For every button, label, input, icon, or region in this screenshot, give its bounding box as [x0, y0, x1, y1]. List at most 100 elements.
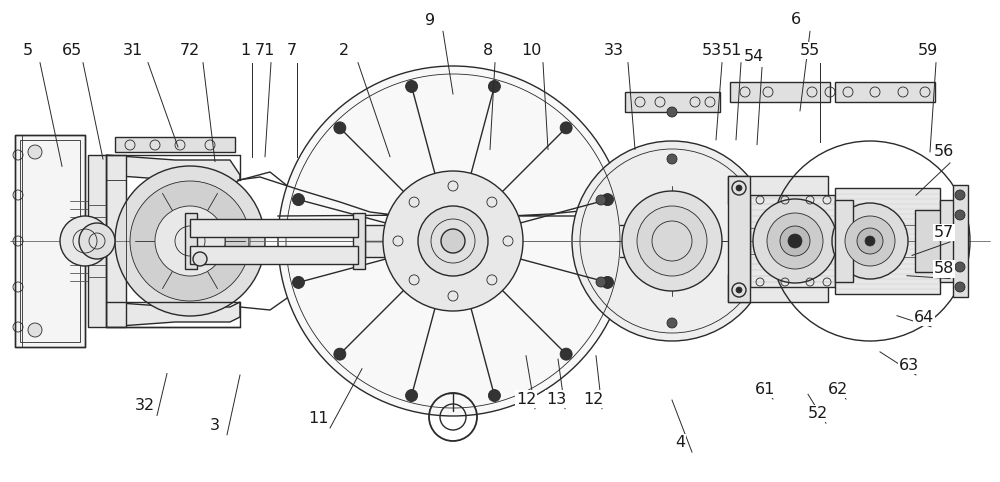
Text: 8: 8 — [483, 43, 493, 58]
Text: 65: 65 — [62, 43, 82, 58]
Bar — [940, 200, 954, 282]
Circle shape — [736, 185, 742, 191]
Bar — [15, 135, 85, 347]
Bar — [88, 155, 106, 327]
Polygon shape — [106, 155, 240, 185]
Bar — [750, 195, 835, 287]
Bar — [115, 137, 235, 152]
Circle shape — [788, 234, 802, 248]
Text: 12: 12 — [516, 391, 536, 407]
Circle shape — [488, 389, 500, 402]
Circle shape — [667, 107, 677, 117]
Circle shape — [334, 348, 346, 360]
Text: 59: 59 — [918, 43, 938, 58]
Circle shape — [596, 195, 606, 205]
Bar — [728, 176, 828, 204]
Text: 10: 10 — [521, 43, 541, 58]
Bar — [835, 200, 853, 282]
Text: 6: 6 — [791, 12, 801, 27]
Circle shape — [488, 80, 500, 93]
Text: 55: 55 — [800, 43, 820, 58]
Circle shape — [28, 323, 42, 337]
Bar — [353, 213, 365, 269]
Circle shape — [596, 277, 606, 287]
Circle shape — [572, 141, 772, 341]
Text: 62: 62 — [828, 382, 848, 397]
Bar — [190, 246, 358, 264]
Bar — [365, 241, 440, 257]
Circle shape — [28, 145, 42, 159]
Circle shape — [955, 282, 965, 292]
Text: 51: 51 — [722, 43, 742, 58]
Circle shape — [637, 206, 707, 276]
Text: 11: 11 — [308, 411, 328, 426]
Bar — [625, 92, 720, 112]
Bar — [185, 213, 197, 269]
Text: 3: 3 — [210, 417, 220, 433]
Text: 31: 31 — [123, 43, 143, 58]
Circle shape — [753, 199, 837, 283]
Text: 71: 71 — [255, 43, 275, 58]
Text: 72: 72 — [180, 43, 200, 58]
Circle shape — [667, 318, 677, 328]
Text: 2: 2 — [339, 43, 349, 58]
Circle shape — [278, 66, 628, 416]
Bar — [20, 140, 80, 342]
Circle shape — [667, 154, 677, 164]
Text: 52: 52 — [808, 406, 828, 421]
Circle shape — [79, 223, 115, 259]
Text: 57: 57 — [934, 225, 954, 240]
Circle shape — [602, 276, 614, 288]
Text: 9: 9 — [425, 13, 435, 28]
Circle shape — [955, 210, 965, 220]
Bar — [365, 225, 440, 241]
Text: 61: 61 — [755, 382, 775, 397]
Text: 13: 13 — [546, 391, 566, 407]
Bar — [106, 155, 126, 327]
Circle shape — [560, 348, 572, 360]
Bar — [915, 210, 945, 272]
Text: 63: 63 — [899, 358, 919, 373]
Text: 5: 5 — [23, 43, 33, 58]
Circle shape — [602, 194, 614, 206]
Circle shape — [292, 276, 304, 288]
Bar — [835, 82, 935, 102]
Circle shape — [115, 166, 265, 316]
Circle shape — [560, 122, 572, 134]
Bar — [190, 219, 358, 237]
Circle shape — [193, 252, 207, 266]
Text: 53: 53 — [702, 43, 722, 58]
Circle shape — [622, 191, 722, 291]
Circle shape — [767, 213, 823, 269]
Text: 64: 64 — [914, 309, 934, 325]
Circle shape — [832, 203, 908, 279]
Text: 32: 32 — [135, 398, 155, 414]
Circle shape — [155, 206, 225, 276]
Circle shape — [383, 171, 523, 311]
Circle shape — [60, 216, 110, 266]
Text: 4: 4 — [675, 435, 685, 450]
Bar — [953, 185, 968, 297]
Bar — [728, 274, 828, 302]
Text: 12: 12 — [583, 391, 603, 407]
Circle shape — [406, 389, 418, 402]
Circle shape — [738, 277, 748, 287]
Bar — [728, 176, 750, 302]
Circle shape — [736, 287, 742, 293]
Text: 58: 58 — [934, 261, 954, 277]
Circle shape — [845, 216, 895, 266]
Circle shape — [865, 236, 875, 246]
Text: 54: 54 — [744, 49, 764, 65]
Circle shape — [955, 262, 965, 272]
Circle shape — [441, 229, 465, 253]
Circle shape — [418, 206, 488, 276]
Circle shape — [738, 195, 748, 205]
Text: 1: 1 — [240, 43, 250, 58]
Circle shape — [292, 194, 304, 206]
Circle shape — [334, 122, 346, 134]
Text: 33: 33 — [604, 43, 624, 58]
Text: 7: 7 — [287, 43, 297, 58]
Bar — [835, 188, 940, 294]
Circle shape — [955, 190, 965, 200]
Polygon shape — [106, 302, 240, 327]
